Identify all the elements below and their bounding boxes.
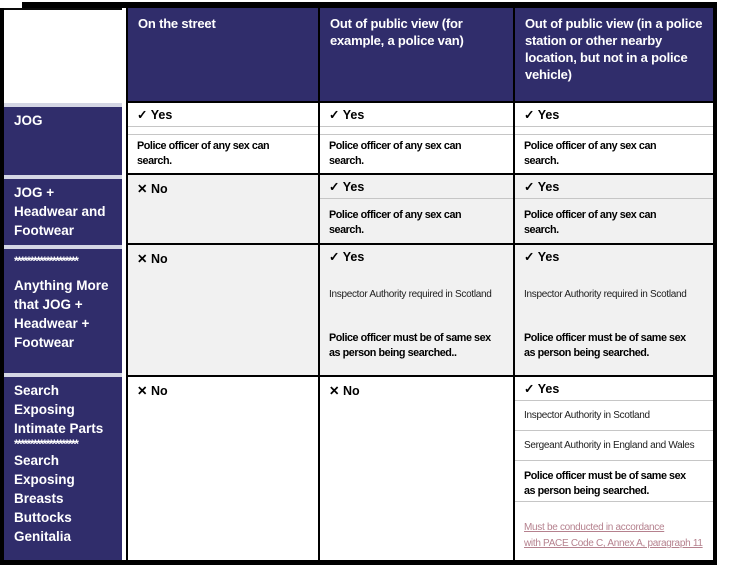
search-rules-table: JOG JOG + Headwear and Footwear ********… [4, 8, 717, 560]
note-line: Police officer of any sex can [524, 140, 657, 152]
verdict-no: ✕ No [137, 182, 168, 196]
verdict-no: ✕ No [137, 252, 168, 266]
note-line: Police officer must be of same sex [524, 470, 686, 482]
note-line: Police officer must be of same sex [524, 332, 686, 344]
cell-note: Police officer of any sex can search. [515, 137, 713, 171]
note-line: search. [329, 224, 364, 236]
cell-note: Police officer must be of same sex as pe… [515, 329, 713, 363]
empty-subrow [515, 127, 713, 135]
row-header-label-line: JOG + [14, 185, 55, 200]
row-header-label-line: Headwear and [14, 204, 106, 219]
row-header-label-line: Exposing [14, 472, 75, 487]
table-left-border [0, 8, 4, 560]
row-header-column: JOG JOG + Headwear and Footwear ********… [4, 8, 122, 560]
verdict-yes: ✓ Yes [515, 103, 713, 127]
row-header-jog: JOG [4, 107, 122, 175]
authority-scotland-note: Inspector Authority in Scotland [515, 401, 713, 431]
note-line: Police officer of any sex can [329, 209, 462, 221]
note-line: Police officer of any sex can [137, 140, 270, 152]
col-header-public-view-station: Out of public view (in a police station … [515, 8, 713, 103]
cell-note: Police officer of any sex can search. [320, 206, 513, 240]
row-header-label-line: Headwear + [14, 316, 90, 331]
cell-anything-more-street: ✕ No [128, 245, 320, 377]
table-grid: On the street Out of public view (for ex… [126, 8, 717, 560]
note-line: search. [329, 155, 364, 167]
cell-jog-plus-van: ✓ Yes Police officer of any sex can sear… [320, 175, 515, 245]
cell-jog-station: ✓ Yes Police officer of any sex can sear… [515, 103, 713, 175]
verdict-yes: ✓ Yes [515, 377, 713, 401]
cell-note: Police officer must be of same sex as pe… [320, 329, 513, 363]
asterisk-divider: ******************** [14, 254, 79, 268]
authority-note: Inspector Authority required in Scotland [524, 289, 687, 300]
note-line: search. [137, 155, 172, 167]
verdict-yes: ✓ Yes [320, 175, 513, 199]
cell-intimate-van: ✕ No [320, 377, 515, 560]
cell-jog-plus-station: ✓ Yes Police officer of any sex can sear… [515, 175, 713, 245]
row-header-label-line: Genitalia [14, 529, 72, 544]
verdict-yes: ✓ Yes [329, 250, 365, 264]
note-line: Police officer of any sex can [524, 209, 657, 221]
verdict-yes: ✓ Yes [524, 250, 560, 264]
corner-cell [4, 8, 122, 103]
note-line: search. [524, 155, 559, 167]
row-header-label-line: Intimate Parts [14, 421, 104, 436]
note-line: as person being searched.. [329, 347, 457, 359]
row-header-label-line: Search [14, 453, 60, 468]
row-header-label-line: Breasts [14, 491, 64, 506]
note-line: Police officer of any sex can [329, 140, 462, 152]
cell-note: Police officer must be of same sex as pe… [515, 467, 713, 502]
empty-subrow [128, 127, 318, 135]
cell-intimate-station: ✓ Yes Inspector Authority in Scotland Se… [515, 377, 713, 560]
empty-subrow [320, 127, 513, 135]
cell-note: Police officer of any sex can search. [515, 206, 713, 240]
note-line: Police officer must be of same sex [329, 332, 491, 344]
row-header-anything-more: ******************** Anything More that … [4, 249, 122, 373]
authority-note: Inspector Authority required in Scotland [329, 289, 492, 300]
note-line: as person being searched. [524, 485, 649, 497]
asterisk-divider: ******************** [14, 437, 79, 451]
table-top-border [22, 2, 717, 8]
cell-jog-van: ✓ Yes Police officer of any sex can sear… [320, 103, 515, 175]
note-line: as person being searched. [524, 347, 649, 359]
verdict-yes: ✓ Yes [128, 103, 318, 127]
cell-intimate-street: ✕ No [128, 377, 320, 560]
row-header-label-line: Footwear [14, 335, 75, 350]
row-header-jog-headwear-footwear: JOG + Headwear and Footwear [4, 179, 122, 245]
row-header-label-line: Exposing [14, 402, 75, 417]
cell-note: Police officer of any sex can search. [320, 137, 513, 171]
cell-anything-more-van: ✓ Yes Inspector Authority required in Sc… [320, 245, 515, 377]
verdict-yes: ✓ Yes [320, 103, 513, 127]
row-header-search-exposing: Search Exposing Intimate Parts *********… [4, 377, 122, 560]
verdict-no: ✕ No [137, 384, 168, 398]
pace-code-link-line[interactable]: with PACE Code C, Annex A, paragraph 11 [524, 538, 703, 549]
cell-jog-plus-street: ✕ No [128, 175, 320, 245]
row-header-label-line: JOG [14, 113, 43, 128]
row-header-label-line: Footwear [14, 223, 75, 238]
table-bottom-border [0, 560, 717, 565]
pace-code-link[interactable]: Must be conducted in accordance with PAC… [515, 518, 713, 560]
pace-code-link-line[interactable]: Must be conducted in accordance [524, 522, 665, 533]
row-header-label-line: Buttocks [14, 510, 72, 525]
cell-note: Police officer of any sex can search. [128, 137, 318, 171]
cell-anything-more-station: ✓ Yes Inspector Authority required in Sc… [515, 245, 713, 377]
col-header-on-the-street: On the street [128, 8, 320, 103]
note-line: search. [524, 224, 559, 236]
row-header-label-line: that JOG + [14, 297, 83, 312]
row-header-label-line: Anything More [14, 278, 109, 293]
col-header-public-view-van: Out of public view (for example, a polic… [320, 8, 515, 103]
authority-england-note: Sergeant Authority in England and Wales [515, 431, 713, 461]
verdict-yes: ✓ Yes [515, 175, 713, 199]
verdict-no: ✕ No [329, 384, 360, 398]
row-header-label-line: Search [14, 383, 60, 398]
cell-jog-street: ✓ Yes Police officer of any sex can sear… [128, 103, 320, 175]
